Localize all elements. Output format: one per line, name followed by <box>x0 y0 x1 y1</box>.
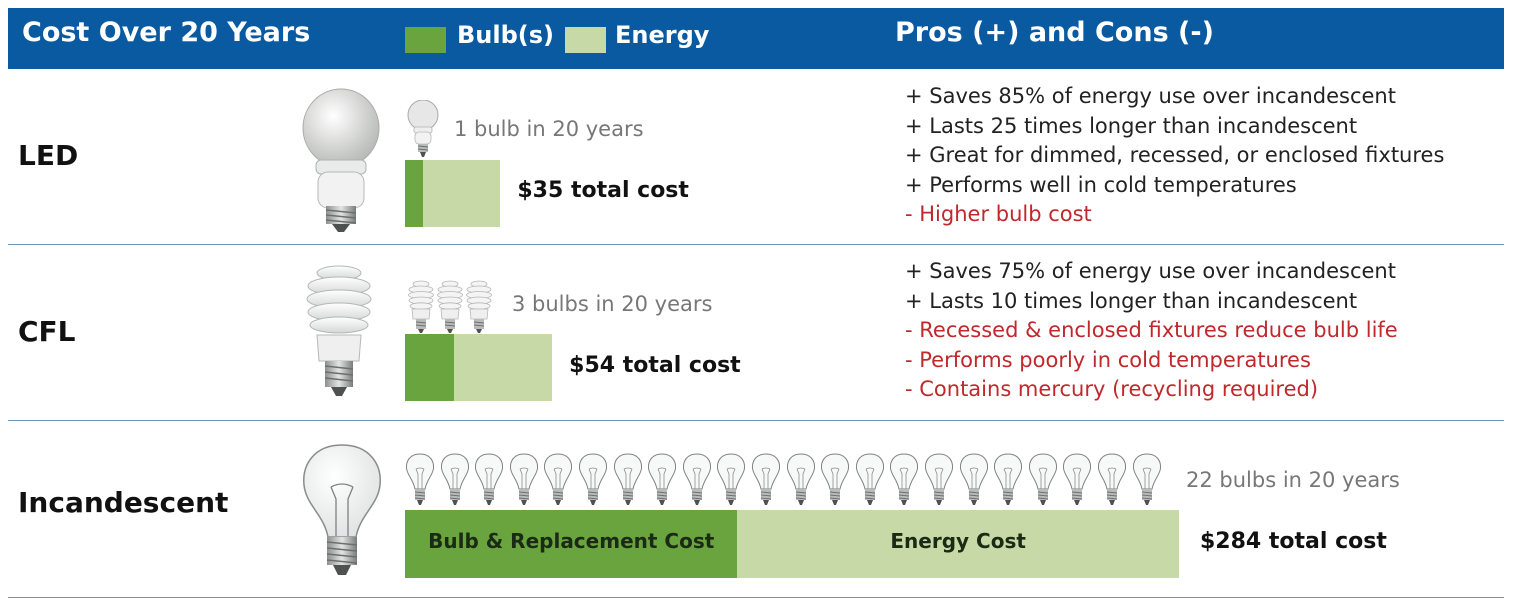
legend-label-bulbs: Bulb(s) <box>457 21 555 49</box>
header-bar <box>8 8 1504 69</box>
cfl-pro-item: + Lasts 10 times longer than incandescen… <box>905 288 1358 313</box>
cfl-bulb-icon <box>437 280 463 333</box>
incandescent-bulb-icon <box>613 453 642 505</box>
cfl-con-item: - Contains mercury (recycling required) <box>905 377 1319 401</box>
bar-label-bulb-replacement: Bulb & Replacement Cost <box>428 529 715 553</box>
row-divider <box>8 420 1504 421</box>
row-divider <box>8 244 1504 245</box>
incandescent-total-cost: $284 total cost <box>1200 529 1387 554</box>
led-total-cost: $35 total cost <box>517 178 689 203</box>
led-pro-item: + Saves 85% of energy use over incandesc… <box>905 84 1396 108</box>
incandescent-bulb-icon <box>405 453 435 505</box>
legend-label-energy: Energy <box>615 21 710 49</box>
legend-swatch-bulbs <box>405 27 446 53</box>
chart-title: Cost Over 20 Years <box>22 17 311 48</box>
incandescent-bulb-icon <box>994 453 1023 505</box>
led-pro-item: + Performs well in cold temperatures <box>905 172 1297 197</box>
incandescent-bulb-icon <box>1028 453 1057 505</box>
pros-cons-title: Pros (+) and Cons (-) <box>895 17 1214 48</box>
led-bulb-icon <box>407 100 439 157</box>
incandescent-bulb-icon <box>1132 453 1161 505</box>
cfl-con-item: - Performs poorly in cold temperatures <box>905 347 1311 372</box>
bar-led-energy-cost <box>422 160 501 227</box>
cfl-bulb-icon <box>408 280 434 333</box>
incandescent-bulb-icon <box>544 453 573 505</box>
incandescent-bulb-icon <box>717 453 746 505</box>
bar-led-bulb-cost <box>405 160 423 227</box>
incandescent-bulb-icon <box>648 453 677 505</box>
incandescent-bulb-icon <box>682 453 711 505</box>
cfl-total-cost: $54 total cost <box>569 353 741 378</box>
bar-incandescent-energy-cost <box>737 510 1179 578</box>
incandescent-bulb-icon <box>959 453 988 505</box>
row-divider <box>8 597 1504 598</box>
bar-cfl-energy-cost <box>454 334 553 401</box>
incandescent-bulb-icon <box>440 453 469 505</box>
row-label-incandescent: Incandescent <box>18 486 229 519</box>
incandescent-bulb-icon <box>578 453 608 505</box>
incandescent-bulb-icon <box>786 453 815 505</box>
incandescent-bulb-icon <box>1063 453 1092 505</box>
row-label-cfl: CFL <box>18 315 76 348</box>
row-label-led: LED <box>18 139 79 172</box>
incandescent-bulb-icon <box>509 453 538 505</box>
led-pro-item: + Great for dimmed, recessed, or enclose… <box>905 143 1445 167</box>
bar-label-energy-cost: Energy Cost <box>890 529 1026 553</box>
cfl-bulb-count: 3 bulbs in 20 years <box>512 292 713 316</box>
incandescent-bulb-icon <box>475 453 504 505</box>
led-bulb-illustration <box>302 88 380 232</box>
incandescent-bulb-icon <box>924 453 954 505</box>
incandescent-bulb-icon <box>890 453 919 505</box>
cfl-pro-item: + Saves 75% of energy use over incandesc… <box>905 259 1396 283</box>
bar-incandescent-bulb-cost <box>405 510 738 578</box>
incandescent-bulb-icon <box>855 453 884 505</box>
led-con-item: - Higher bulb cost <box>905 202 1092 226</box>
incandescent-bulb-icon <box>1097 453 1127 505</box>
incandescent-bulb-illustration <box>303 444 381 575</box>
cfl-bulb-illustration <box>306 265 372 396</box>
bar-cfl-bulb-cost <box>405 334 455 401</box>
led-bulb-count: 1 bulb in 20 years <box>454 117 644 141</box>
cfl-bulb-icon <box>466 280 492 333</box>
legend-swatch-energy <box>565 27 606 53</box>
incandescent-bulb-icon <box>751 453 781 505</box>
led-pro-item: + Lasts 25 times longer than incandescen… <box>905 113 1358 138</box>
incandescent-bulb-icon <box>821 453 850 505</box>
cfl-pros-cons: + Saves 75% of energy use over incandesc… <box>905 257 1398 405</box>
led-pros-cons: + Saves 85% of energy use over incandesc… <box>905 82 1444 230</box>
cfl-con-item: - Recessed & enclosed fixtures reduce bu… <box>905 318 1398 342</box>
incandescent-bulb-count: 22 bulbs in 20 years <box>1186 468 1400 492</box>
